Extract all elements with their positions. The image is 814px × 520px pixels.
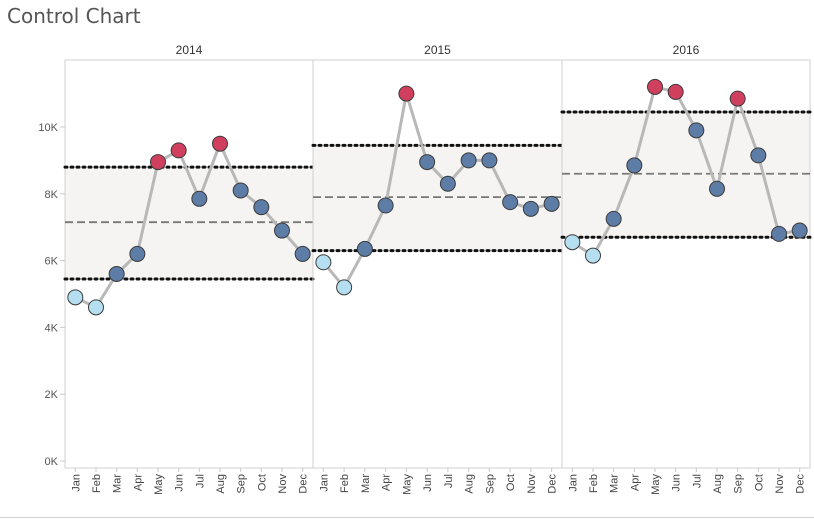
x-tick-label: Oct	[505, 474, 517, 491]
x-tick-label: Jul	[443, 474, 455, 488]
data-point	[564, 234, 581, 251]
x-tick-label: Mar	[360, 474, 372, 493]
data-point	[419, 154, 436, 171]
data-point	[522, 200, 539, 217]
x-tick-label: Dec	[547, 474, 559, 494]
x-tick-label: Jul	[194, 474, 206, 488]
x-tick-label: Jul	[691, 474, 703, 488]
data-point	[294, 245, 311, 262]
data-point	[585, 247, 601, 264]
x-tick-label: Jan	[318, 474, 330, 492]
x-tick-label: Mar	[609, 474, 621, 493]
y-tick-label: 0K	[45, 456, 59, 468]
data-point	[356, 240, 373, 257]
x-tick-label: Jun	[422, 474, 434, 492]
x-tick-label: Mar	[112, 474, 124, 493]
y-tick-label: 10K	[38, 122, 58, 134]
data-point	[750, 147, 767, 164]
x-tick-label: Sep	[484, 474, 496, 494]
x-tick-label: Dec	[795, 474, 807, 494]
data-point	[129, 245, 146, 262]
data-point	[626, 157, 643, 174]
x-tick-label: May	[401, 474, 413, 495]
chart-title: Control Chart	[7, 4, 141, 28]
data-point	[729, 90, 746, 107]
panel-frame	[312, 59, 563, 469]
x-tick-label: Jun	[671, 474, 683, 492]
x-tick-label: Apr	[381, 474, 393, 491]
data-point	[688, 122, 705, 139]
x-tick-label: Feb	[588, 474, 600, 493]
x-tick-label: Feb	[91, 474, 103, 493]
data-point	[191, 190, 208, 207]
y-tick-label: 6K	[45, 256, 59, 268]
x-tick-label: Nov	[277, 474, 289, 494]
data-point	[274, 222, 290, 239]
data-point	[232, 182, 249, 199]
x-tick-label: Oct	[753, 474, 765, 491]
panel-label: 2015	[424, 43, 451, 57]
data-point	[605, 210, 622, 227]
data-point	[212, 135, 228, 152]
data-point	[791, 222, 808, 239]
panel-label: 2016	[673, 43, 700, 57]
x-tick-label: May	[153, 474, 165, 495]
panel-label: 2014	[176, 43, 203, 57]
data-point	[315, 254, 332, 271]
x-tick-label: Nov	[774, 474, 786, 494]
x-tick-label: Nov	[526, 474, 538, 494]
data-point	[150, 154, 166, 171]
y-tick-label: 2K	[45, 389, 59, 401]
x-tick-label: Apr	[629, 474, 641, 491]
data-point	[667, 83, 684, 100]
data-point	[253, 199, 270, 216]
y-tick-label: 4K	[45, 322, 59, 334]
x-tick-label: Feb	[339, 474, 351, 493]
data-point	[170, 142, 187, 159]
data-point	[377, 197, 394, 214]
data-point	[67, 289, 84, 306]
data-point	[460, 152, 477, 169]
x-tick-label: Apr	[132, 474, 144, 491]
x-tick-label: Sep	[733, 474, 745, 494]
x-tick-label: Aug	[215, 474, 227, 494]
x-tick-label: Dec	[298, 474, 310, 494]
data-point	[647, 78, 663, 95]
data-point	[398, 85, 415, 102]
data-point	[88, 299, 104, 316]
data-point	[336, 279, 353, 296]
data-point	[543, 195, 560, 212]
y-tick-label: 8K	[45, 189, 59, 201]
x-tick-label: Aug	[464, 474, 476, 494]
data-point	[108, 265, 125, 282]
x-tick-label: Oct	[256, 474, 268, 491]
x-tick-label: Jun	[174, 474, 186, 492]
x-tick-label: Aug	[712, 474, 724, 494]
data-point	[709, 180, 725, 197]
data-point	[439, 175, 456, 192]
x-tick-label: Sep	[236, 474, 248, 494]
data-point	[771, 225, 787, 242]
x-tick-label: Jan	[70, 474, 82, 492]
x-tick-label: Jan	[567, 474, 579, 492]
bottom-divider	[0, 517, 814, 518]
x-tick-label: May	[650, 474, 662, 495]
data-point	[502, 194, 519, 211]
panel-frame	[561, 59, 811, 469]
data-point	[481, 152, 498, 169]
